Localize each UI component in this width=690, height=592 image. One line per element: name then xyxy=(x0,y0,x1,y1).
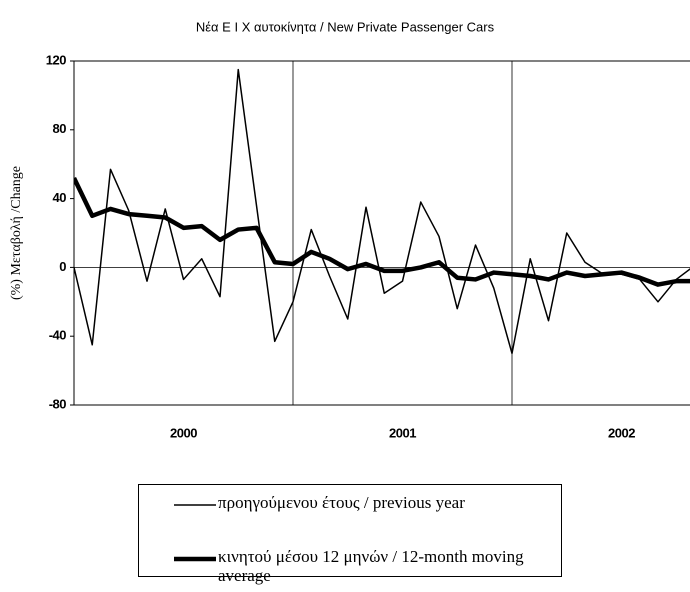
y-axis-label: (%) Μεταβολή /Change xyxy=(9,166,24,300)
legend-entry: κινητού μέσου 12 μηνών / 12-month moving… xyxy=(174,547,558,585)
y-tick-label: -80 xyxy=(49,396,67,411)
y-tick-label: 80 xyxy=(53,121,67,136)
series-line xyxy=(74,176,690,287)
plot xyxy=(74,68,690,355)
y-tick-label: 120 xyxy=(46,52,66,67)
legend-label: κινητού μέσου 12 μηνών / 12-month moving… xyxy=(218,547,524,585)
y-tick-label: 40 xyxy=(53,190,67,205)
y-tick-label: -40 xyxy=(49,328,67,343)
legend: προηγούμενου έτους / previous year κινητο… xyxy=(138,484,562,585)
legend-label: προηγούμενου έτους / previous year xyxy=(218,493,465,512)
y-tick-label: 0 xyxy=(59,259,66,274)
series-line xyxy=(74,68,690,355)
chart-title: Νέα Ε Ι Χ αυτοκίνητα / New Private Passe… xyxy=(196,19,495,34)
legend-swatch xyxy=(174,504,216,506)
chart: Νέα Ε Ι Χ αυτοκίνητα / New Private Passe… xyxy=(9,19,690,440)
legend-swatch xyxy=(174,556,216,562)
x-tick-label: 2002 xyxy=(608,425,635,440)
legend-entry: προηγούμενου έτους / previous year xyxy=(174,493,558,512)
x-tick-label: 2001 xyxy=(389,425,416,440)
x-tick-label: 2000 xyxy=(170,425,197,440)
